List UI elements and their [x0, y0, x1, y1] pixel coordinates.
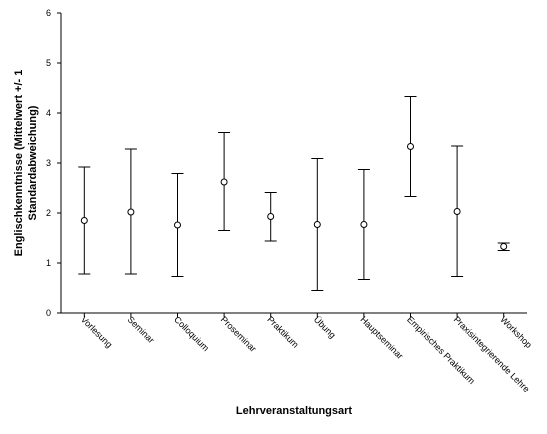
category-labels: Vorlesung Seminar Colloquium Proseminar Prak… [79, 314, 534, 394]
x-category-label: Übung [312, 314, 338, 340]
error-bar [218, 132, 231, 231]
x-category-label: Proseminar [219, 314, 259, 354]
y-tick-label: 0 [46, 308, 51, 318]
y-tick-label: 1 [46, 258, 51, 268]
error-bar [497, 242, 510, 251]
error-bar [171, 173, 184, 277]
error-bars [78, 96, 510, 291]
y-tick-label: 4 [46, 108, 51, 118]
error-bar [124, 148, 137, 275]
x-axis-ticks [83, 313, 505, 317]
x-category-label: Colloquium [172, 314, 211, 353]
x-category-label: Hauptseminar [358, 314, 405, 361]
x-axis-title: Lehrveranstaltungsart [236, 405, 352, 417]
error-bar [264, 192, 277, 242]
y-axis-title-line1: Englischkenntnisse (Mittelwert +/- 1 [13, 70, 25, 257]
y-tick-label: 2 [46, 208, 51, 218]
error-bar [357, 169, 370, 280]
mean-point [313, 221, 321, 228]
y-axis-title-line2: Standardabweichung) [27, 105, 39, 220]
error-bar [311, 158, 324, 291]
mean-point [267, 213, 275, 220]
x-category-label: Praxisintegrierende Lehre [452, 314, 532, 394]
mean-point [174, 221, 181, 229]
mean-point [407, 143, 414, 150]
error-bar [404, 96, 417, 197]
x-category-label: Vorlesung [79, 314, 114, 349]
x-category-label: Seminar [125, 314, 156, 345]
y-tick-label: 3 [46, 158, 51, 168]
y-axis-ticks: 0 1 2 3 4 5 6 [46, 8, 61, 318]
mean-point [500, 243, 508, 250]
mean-point [453, 208, 461, 215]
mean-point [127, 208, 135, 216]
error-bar [78, 166, 91, 275]
x-category-label: Praktikum [265, 314, 300, 349]
y-tick-label: 5 [46, 58, 51, 68]
error-bar [451, 145, 464, 277]
y-tick-label: 6 [46, 8, 51, 18]
mean-point [360, 221, 368, 228]
mean-point [220, 178, 228, 186]
mean-point [80, 217, 88, 224]
x-category-label: Workshop [498, 314, 534, 350]
